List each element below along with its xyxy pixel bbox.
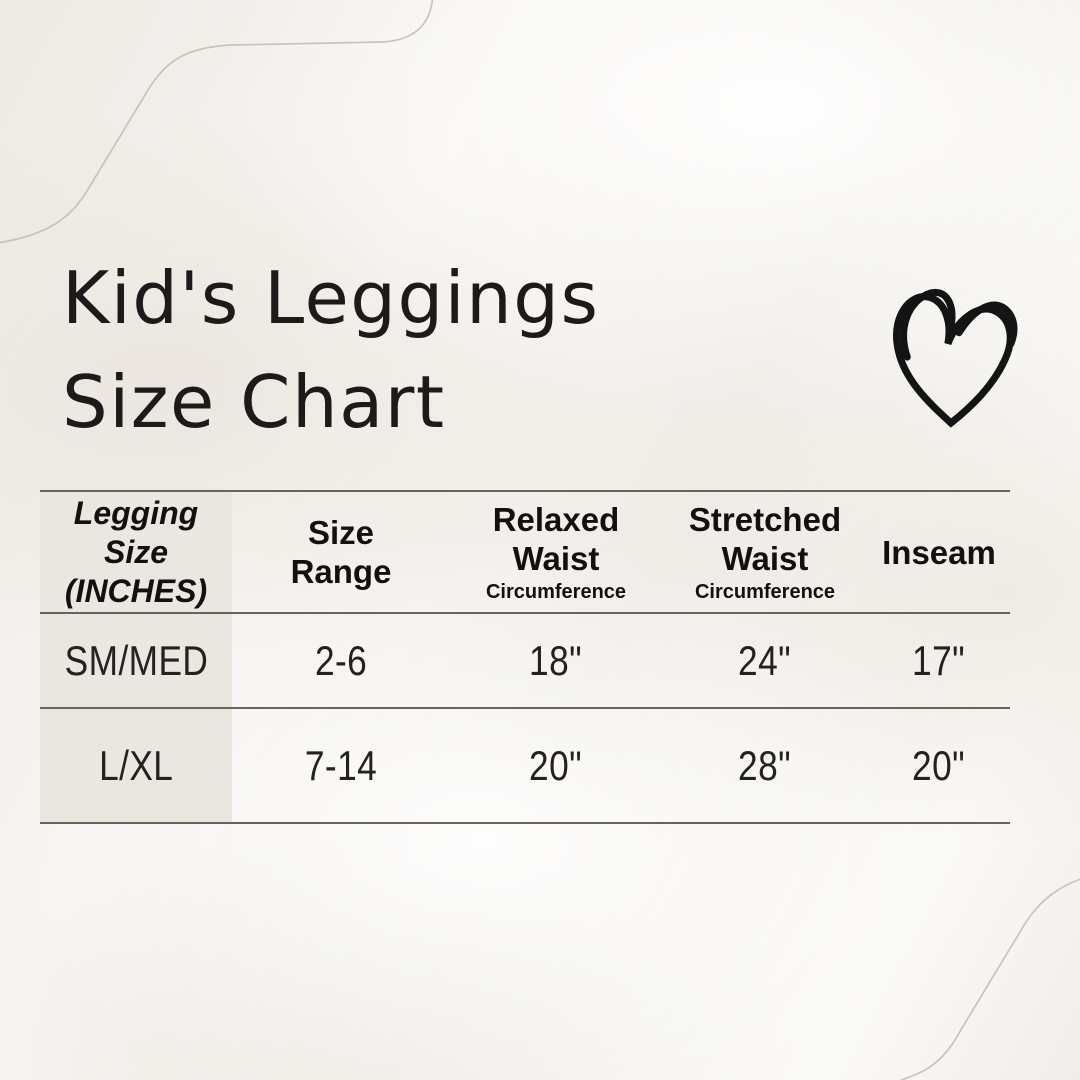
header-sublabel: Circumference (485, 581, 627, 603)
cell-size-label: SM/MED (40, 614, 232, 707)
cell-size-label: L/XL (40, 709, 232, 822)
cell-inseam: 17" (868, 614, 1010, 707)
header-label: Legging Size (INCHES) (64, 494, 208, 609)
size-table: Legging Size (INCHES) Size Range Relaxed… (40, 490, 1010, 824)
header-label: Stretched Waist (688, 501, 842, 577)
cell-relaxed-waist: 20" (450, 709, 662, 822)
cell-value: 17" (912, 636, 966, 684)
cell-size-range: 7-14 (232, 709, 450, 822)
corner-curve-bottom-right (899, 878, 1080, 1080)
cell-value: 24" (738, 636, 792, 684)
table-row-sm-med: SM/MED 2-6 18" 24" 17" (40, 614, 1010, 709)
header-cell-inseam: Inseam (868, 492, 1010, 612)
header-cell-relaxed-waist: Relaxed Waist Circumference (450, 492, 662, 612)
cell-value: 28" (738, 741, 792, 789)
cell-value: SM/MED (64, 636, 208, 684)
cell-size-range: 2-6 (232, 614, 450, 707)
cell-relaxed-waist: 18" (450, 614, 662, 707)
header-sublabel: Circumference (694, 581, 836, 603)
heart-icon (892, 288, 1018, 428)
page-title: Kid's Leggings Size Chart (62, 256, 600, 444)
cell-value: 20" (912, 741, 966, 789)
header-label: Size Range (290, 514, 392, 590)
cell-value: 7-14 (304, 741, 378, 789)
table-row-l-xl: L/XL 7-14 20" 28" 20" (40, 709, 1010, 824)
header-label: Inseam (882, 533, 996, 571)
header-label: Relaxed Waist (492, 501, 620, 577)
cell-value: 2-6 (314, 636, 368, 684)
header-cell-legging-size: Legging Size (INCHES) (40, 492, 232, 612)
header-cell-stretched-waist: Stretched Waist Circumference (662, 492, 868, 612)
header-cell-size-range: Size Range (232, 492, 450, 612)
cell-value: L/XL (98, 741, 174, 789)
cell-stretched-waist: 28" (662, 709, 868, 822)
cell-inseam: 20" (868, 709, 1010, 822)
table-header-row: Legging Size (INCHES) Size Range Relaxed… (40, 492, 1010, 614)
corner-curve-top-left (0, 0, 434, 244)
cell-value: 20" (529, 741, 583, 789)
cell-stretched-waist: 24" (662, 614, 868, 707)
cell-value: 18" (529, 636, 583, 684)
